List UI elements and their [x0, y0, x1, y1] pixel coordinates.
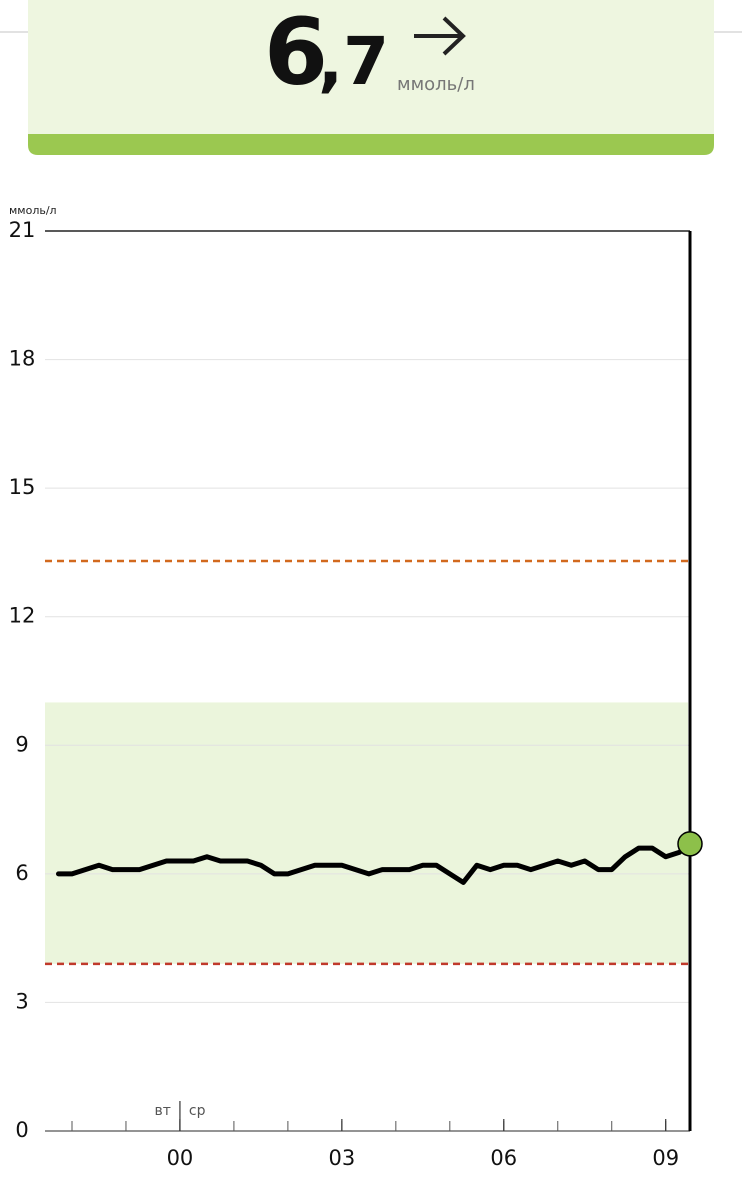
y-tick-label: 0	[15, 1118, 28, 1142]
y-tick-label: 18	[9, 347, 36, 371]
x-tick-label: 06	[490, 1146, 517, 1170]
reading-card: 6 ,7 ммоль/л	[28, 0, 714, 155]
day-before: вт	[155, 1103, 171, 1119]
y-tick-label: 21	[9, 218, 36, 242]
y-tick-label: 12	[9, 604, 36, 628]
current-point	[677, 831, 703, 857]
reading-unit: ммоль/л	[397, 74, 475, 95]
target-range	[45, 702, 688, 964]
x-tick-label: 09	[652, 1146, 679, 1170]
day-after: ср	[189, 1103, 206, 1119]
trend-arrow	[414, 16, 466, 56]
y-tick-label: 15	[9, 475, 36, 499]
y-unit: ммоль/л	[9, 204, 57, 217]
card-body	[28, 0, 714, 134]
y-tick-label: 6	[15, 861, 28, 885]
x-tick-label: 00	[167, 1146, 194, 1170]
y-tick-label: 9	[15, 732, 28, 756]
y-tick-label: 3	[15, 989, 28, 1013]
x-tick-label: 03	[328, 1146, 355, 1170]
reading-integer: 6	[264, 0, 328, 105]
reading-decimal: ,7	[318, 23, 389, 100]
glucose-line	[55, 841, 693, 885]
